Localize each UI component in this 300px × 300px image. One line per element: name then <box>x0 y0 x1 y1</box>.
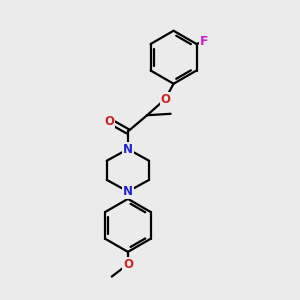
Text: O: O <box>123 258 133 271</box>
Text: N: N <box>123 185 133 198</box>
Text: N: N <box>123 142 133 156</box>
Text: O: O <box>160 93 170 106</box>
Text: O: O <box>105 115 115 128</box>
Text: F: F <box>200 34 208 48</box>
